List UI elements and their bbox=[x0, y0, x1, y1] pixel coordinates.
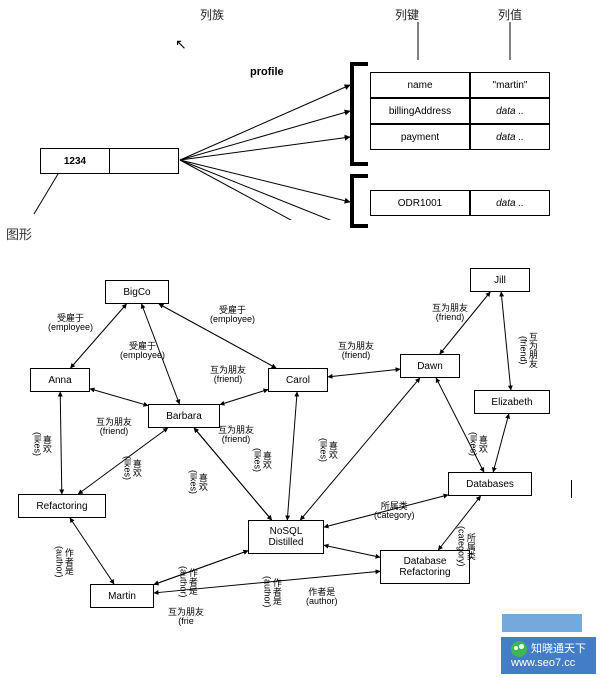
edge-label: 互为朋友 (friend) bbox=[432, 304, 468, 323]
watermark-line1: 知晓通天下 bbox=[531, 643, 586, 655]
edge-label: 作者是 (author) bbox=[54, 546, 73, 578]
bracket-icon bbox=[350, 174, 368, 228]
edge-label: 互为朋友 (friend) bbox=[218, 426, 254, 445]
edge-label: 作者是 (author) bbox=[262, 576, 281, 608]
column-family-diagram: 列族 列键 列值 ↖ profile 1234 name"martin"billingAdd… bbox=[0, 0, 600, 220]
column-value-cell: data .. bbox=[470, 124, 550, 150]
edge-label: 互为朋友 (frie bbox=[168, 608, 204, 627]
graph-node-barbara: Barbara bbox=[148, 404, 220, 428]
graph-node-martin: Martin bbox=[90, 584, 154, 608]
row-key-cell: 1234 bbox=[40, 148, 110, 174]
text-cursor bbox=[571, 480, 572, 498]
edge-label: 互为朋友 (friend) bbox=[338, 342, 374, 361]
graph-node-refactoring: Refactoring bbox=[18, 494, 106, 518]
graph-node-dawn: Dawn bbox=[400, 354, 460, 378]
edge-label: 互为朋友 (friend) bbox=[96, 418, 132, 437]
header-column-key: 列键 bbox=[395, 6, 419, 23]
graph-node-elizabeth: Elizabeth bbox=[474, 390, 550, 414]
edge-label: 互为朋友 (friend) bbox=[210, 366, 246, 385]
column-value-cell: data .. bbox=[470, 98, 550, 124]
graph-node-anna: Anna bbox=[30, 368, 90, 392]
column-key-cell: payment bbox=[370, 124, 470, 150]
column-value-cell: "martin" bbox=[470, 72, 550, 98]
edge-label: 喜欢 (likes) bbox=[188, 470, 207, 494]
section-label: 图形 bbox=[6, 224, 32, 243]
edge-label: 作者是 (author) bbox=[306, 588, 338, 607]
column-key-cell: billingAddress bbox=[370, 98, 470, 124]
graph-node-databases: Databases bbox=[448, 472, 532, 496]
edge-label: 受雇于 (employee) bbox=[210, 306, 255, 325]
edge-label: 受雇于 (employee) bbox=[48, 314, 93, 333]
edge-label: 互为朋友 (friend) bbox=[518, 332, 537, 368]
graph-node-jill: Jill bbox=[470, 268, 530, 292]
scratched-text-overlay bbox=[502, 614, 582, 632]
column-key-cell: ODR1001 bbox=[370, 190, 470, 216]
header-column-family: 列族 bbox=[200, 6, 224, 23]
graph-node-bigco: BigCo bbox=[105, 280, 169, 304]
row-key-empty-cell bbox=[109, 148, 179, 174]
edge-label: 喜欢 (likes) bbox=[122, 456, 141, 480]
graph-node-carol: Carol bbox=[268, 368, 328, 392]
edge-label: 喜欢 (likes) bbox=[318, 438, 337, 462]
column-value-cell: data .. bbox=[470, 190, 550, 216]
edge-label: 受雇于 (employee) bbox=[120, 342, 165, 361]
edge-label: 所属类 (category) bbox=[374, 502, 415, 521]
mouse-cursor-icon: ↖ bbox=[175, 36, 187, 53]
wechat-icon bbox=[511, 641, 527, 657]
graph-node-nosql: NoSQL Distilled bbox=[248, 520, 324, 554]
edge-label: 喜欢 (likes) bbox=[252, 448, 271, 472]
edge-label: 喜欢 (likes) bbox=[32, 432, 51, 456]
profile-label: profile bbox=[250, 66, 284, 78]
watermark-badge: 知晓通天下 www.seo7.cc bbox=[501, 637, 596, 674]
edge-label: 所属类 (category) bbox=[456, 526, 475, 567]
edge-label: 喜欢 (likes) bbox=[468, 432, 487, 456]
bracket-icon bbox=[350, 62, 368, 166]
edge-label: 作者是 (author) bbox=[178, 566, 197, 598]
watermark-line2: www.seo7.cc bbox=[511, 657, 586, 670]
column-key-cell: name bbox=[370, 72, 470, 98]
header-column-value: 列值 bbox=[498, 6, 522, 23]
